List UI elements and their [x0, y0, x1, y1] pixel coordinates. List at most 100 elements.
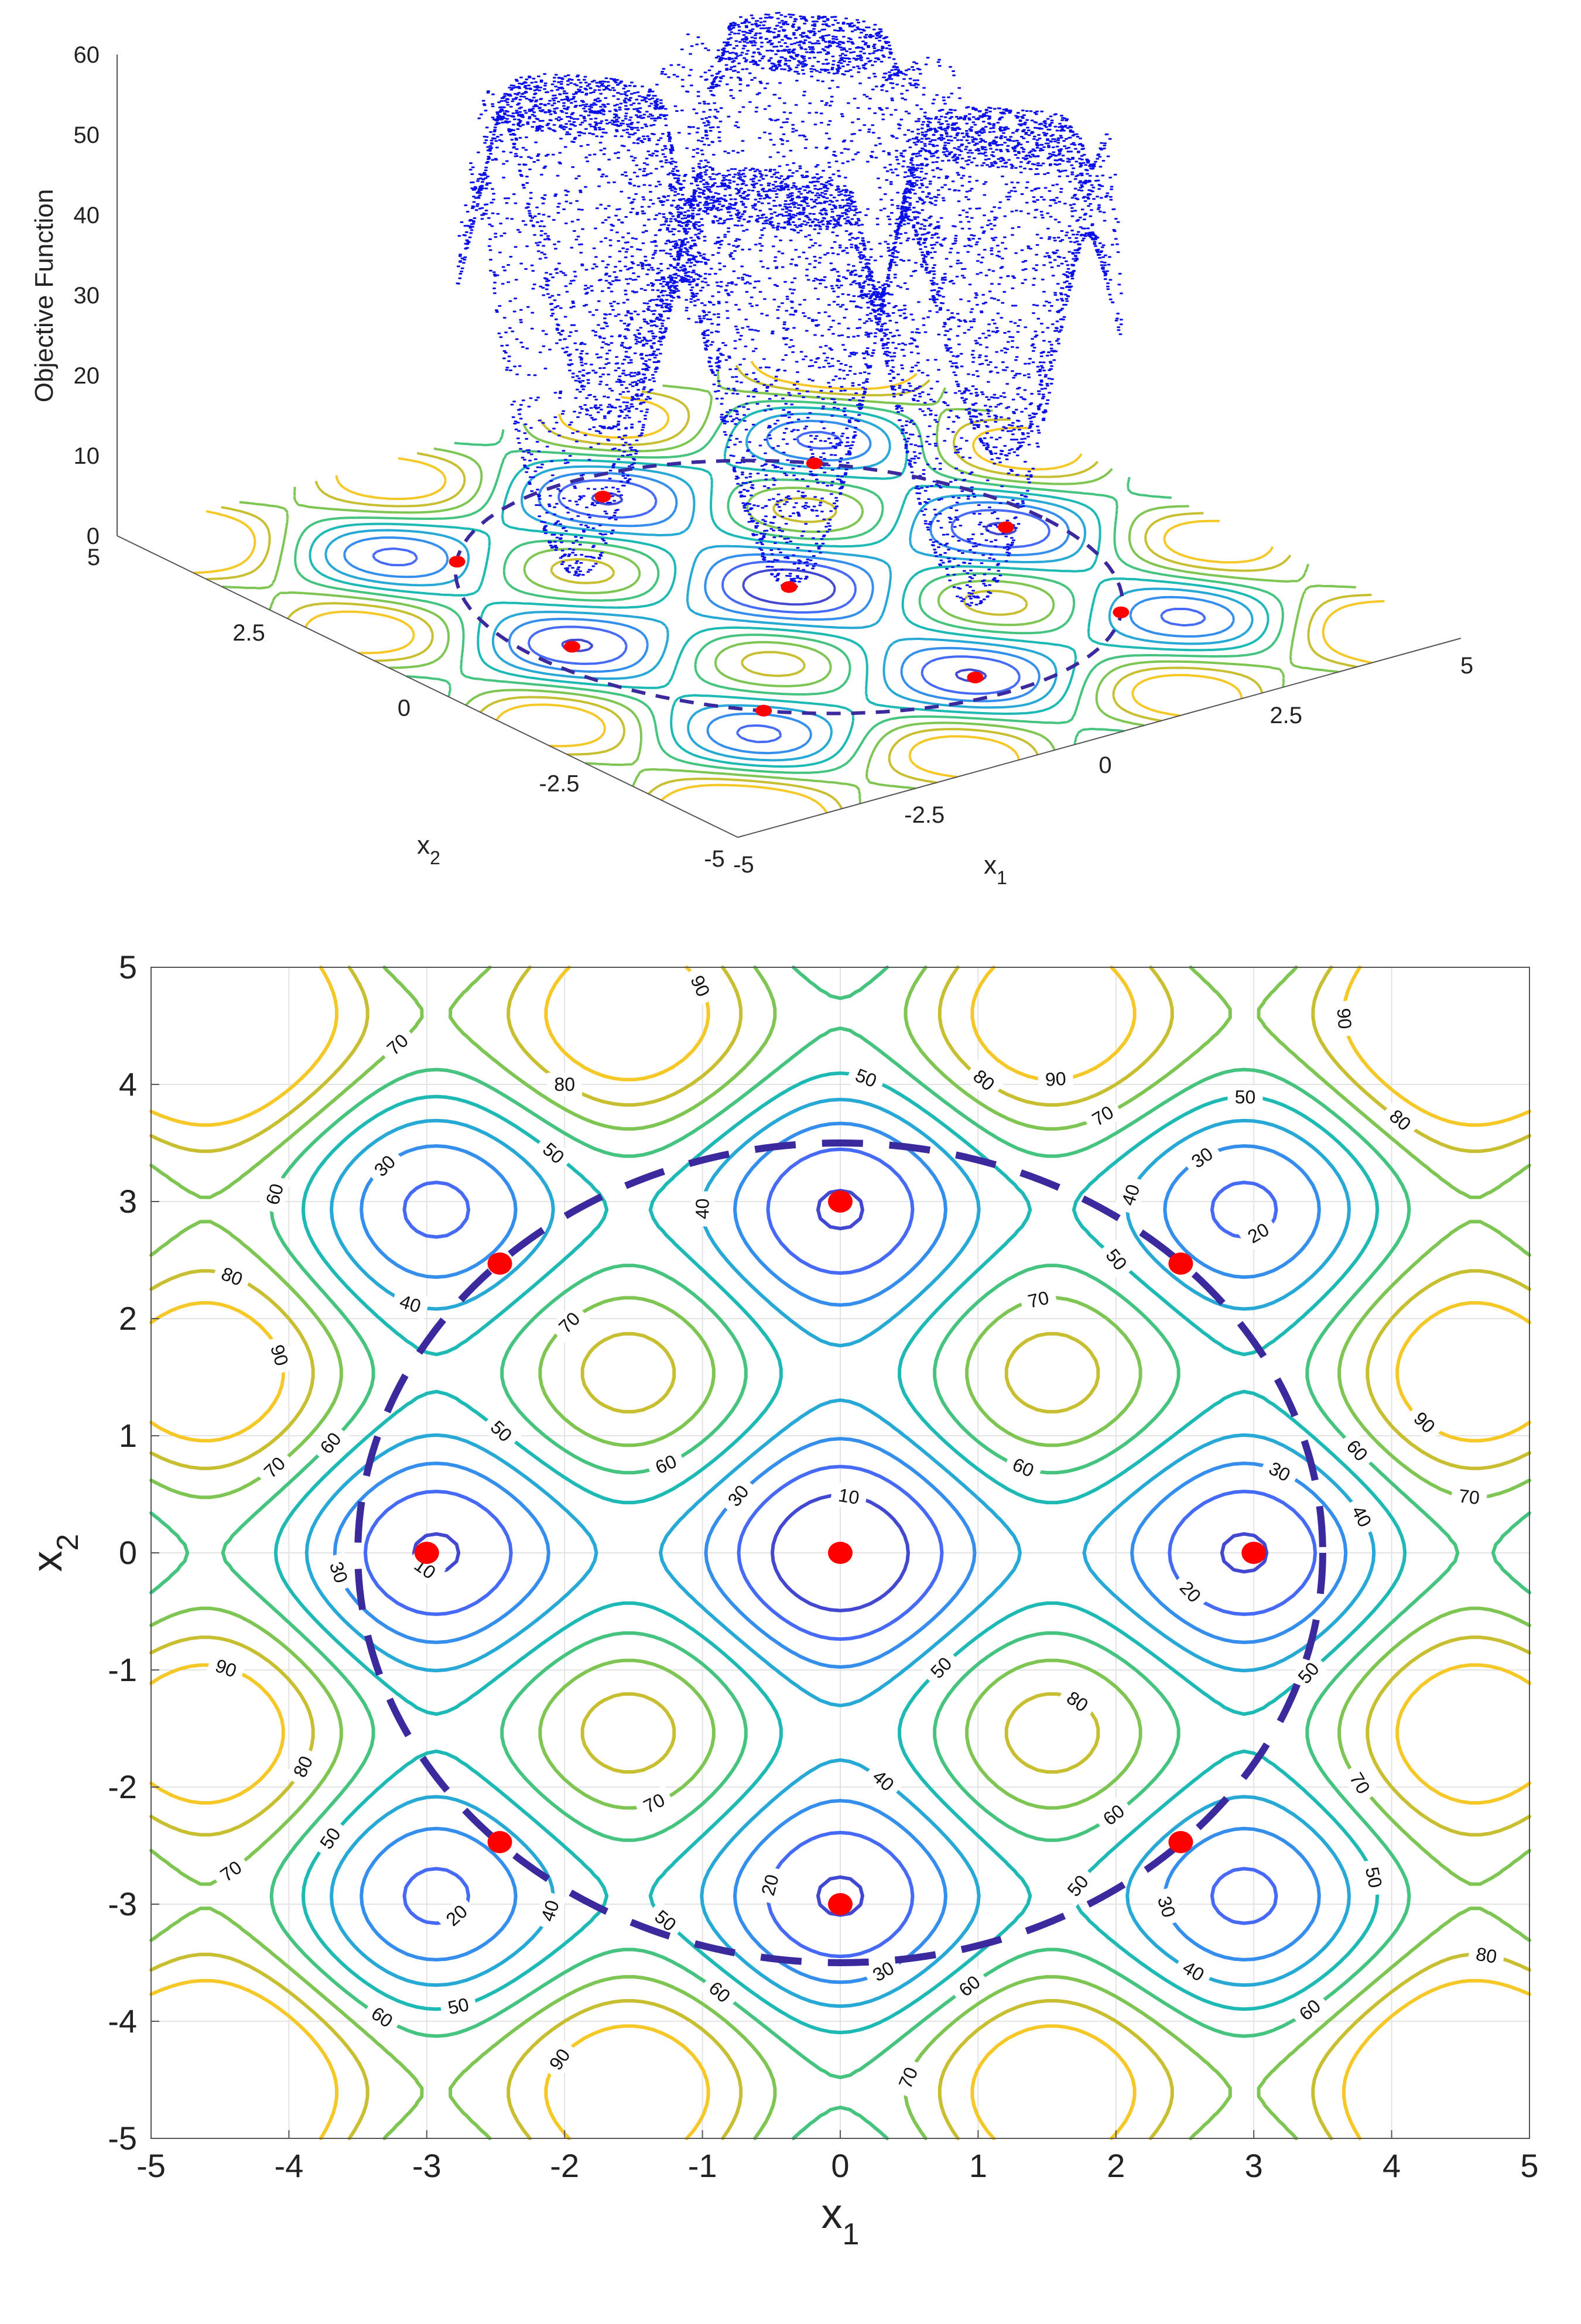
contour-label-bg — [361, 1997, 403, 2037]
contour-label: 70 — [1026, 1287, 1051, 1312]
minimum-point-3d — [967, 672, 984, 683]
contour-label-bg — [645, 1446, 687, 1482]
scatter-points — [456, 12, 1123, 607]
minimum-point-3d — [449, 556, 466, 568]
x-tick-label: 1 — [969, 2147, 987, 2184]
x-axis-label-subscript: 1 — [997, 867, 1007, 888]
y-tick-label: 1 — [119, 1417, 137, 1454]
minimum-point-3d — [998, 521, 1014, 533]
y-axis-label-3d: x2 — [417, 831, 440, 868]
contour-line-70 — [149, 966, 1531, 2140]
contour-label-bg — [285, 1745, 321, 1788]
contour-label-bg — [540, 2038, 580, 2081]
y-tick-label: 0 — [119, 1534, 137, 1571]
contour-label-bg — [644, 1900, 687, 1941]
contour-label-bg — [1114, 1174, 1148, 1216]
contour-label-bg — [532, 1132, 575, 1174]
contour-label-bg — [1237, 1214, 1279, 1252]
y-tick-label: -5 — [108, 2120, 137, 2157]
contour-label-bg — [1172, 1952, 1215, 1990]
contour-line-90 — [149, 966, 1531, 2140]
x-tick-label: -1 — [688, 2147, 717, 2184]
contour-label-bg — [310, 1817, 350, 1860]
contour-label: 10 — [837, 1484, 861, 1508]
contour-label-bg — [682, 965, 718, 1007]
contour-label-bg — [436, 1895, 478, 1936]
y-axis-label: x2 — [24, 1534, 85, 1572]
contour-label-bg — [548, 1302, 590, 1344]
minimum-point — [1241, 1542, 1267, 1564]
minimum-point-3d — [1113, 606, 1130, 618]
contour-label-bg — [1289, 1989, 1331, 2031]
x-tick-label: -3 — [412, 2147, 442, 2184]
scatter-cloud — [456, 12, 1123, 607]
contour-label-bg — [439, 1991, 478, 2021]
x2-tick-label: 2.5 — [232, 620, 265, 646]
contour-label-bg — [547, 1073, 583, 1096]
minimum-point — [1168, 1252, 1193, 1275]
contour-label-bg — [699, 1972, 741, 2012]
contour-label-bg — [845, 1060, 887, 1096]
base-contour-80 — [206, 364, 1372, 810]
constraint-circle-path-3d — [453, 458, 1125, 716]
contour-label-bg — [1288, 1652, 1329, 1694]
tick-labels: -5 -4 -3 -2 -1 0 1 2 3 4 5 -5 -4 -3 -2 -1 0 1 2 3 4 5 — [108, 949, 1538, 2184]
contour-label-bg — [890, 2057, 926, 2099]
y-tick-label: -1 — [108, 1651, 137, 1688]
contour-label-bg — [1340, 1762, 1379, 1805]
minimum-point — [487, 1831, 512, 1853]
contour-plot-2d: 1010202020203030303030303040404040404040… — [24, 949, 1539, 2251]
base-contour-60 — [294, 400, 1284, 774]
minimum-point-3d — [781, 581, 798, 593]
contour-label-bg — [1467, 1940, 1506, 1970]
contour-lines — [149, 966, 1531, 2140]
contour-label-bg — [1258, 1453, 1301, 1490]
contour-label-bg — [1037, 1066, 1074, 1092]
x1-tick-label: -5 — [733, 852, 754, 878]
minimum-point-3d — [594, 491, 611, 502]
contour-label-bg — [1093, 1795, 1135, 1835]
y-tick-label: 5 — [119, 949, 137, 985]
contour-label-bg — [1058, 1864, 1099, 1907]
constraint-circle — [354, 1139, 1326, 1966]
contour-label-bg — [1180, 1138, 1223, 1178]
y-axis-line — [117, 535, 738, 838]
contour-label: 20 — [757, 1872, 783, 1898]
tick-labels-3d: 0 10 20 30 40 50 60 -5 -2.5 0 2.5 5 -5 -2.5 0 2.5 5 — [74, 42, 1474, 878]
contour-label-bg — [480, 1411, 522, 1452]
minimum-point-3d — [755, 704, 772, 717]
z-tick-label: 60 — [74, 42, 100, 68]
x-axis-line — [737, 638, 1462, 838]
minima-points — [414, 1190, 1267, 1915]
x-tick-label: 0 — [831, 2147, 849, 2184]
contour-line-40 — [304, 1097, 1376, 2008]
contour-label-bg — [1169, 1570, 1212, 1613]
contour-label: 50 — [446, 1994, 471, 2019]
minimum-point — [414, 1542, 439, 1564]
x2-tick-label: 0 — [398, 696, 410, 721]
x-tick-label: 4 — [1382, 2147, 1401, 2184]
contour-label-bg — [1082, 1096, 1124, 1135]
contour-label-bg — [403, 1549, 446, 1589]
y-tick-label: 2 — [119, 1300, 137, 1337]
contour-label-bg — [1150, 1886, 1183, 1928]
x-tick-label: -5 — [136, 2147, 166, 2184]
y-tick-label: -3 — [108, 1885, 137, 1922]
contour-label-bg — [1450, 1483, 1488, 1511]
contour-label: 50 — [1361, 1865, 1387, 1890]
z-tick-label: 40 — [74, 203, 100, 228]
contour-label-bg — [690, 1191, 714, 1227]
contour-label-bg — [1227, 1085, 1263, 1109]
x1-tick-label: 2.5 — [1269, 703, 1302, 728]
minima-points-3d — [449, 457, 1130, 717]
contour-label: 50 — [1235, 1086, 1256, 1107]
contour-line-60 — [149, 966, 1531, 2140]
contour-label: 90 — [1045, 1068, 1067, 1090]
contour-label: 80 — [1474, 1943, 1498, 1967]
minimum-point — [828, 1190, 853, 1213]
x-axis-label-subscript: 1 — [843, 2217, 860, 2251]
z-tick-label: 20 — [74, 363, 100, 389]
contour-label-bg — [390, 1287, 431, 1320]
contour-label-bg — [1336, 1429, 1378, 1471]
